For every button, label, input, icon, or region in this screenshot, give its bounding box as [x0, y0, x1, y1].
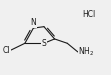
Text: N: N [31, 18, 36, 27]
Text: NH$_2$: NH$_2$ [78, 46, 95, 58]
Text: S: S [42, 39, 46, 48]
Text: HCl: HCl [82, 10, 95, 19]
Text: Cl: Cl [3, 46, 10, 55]
